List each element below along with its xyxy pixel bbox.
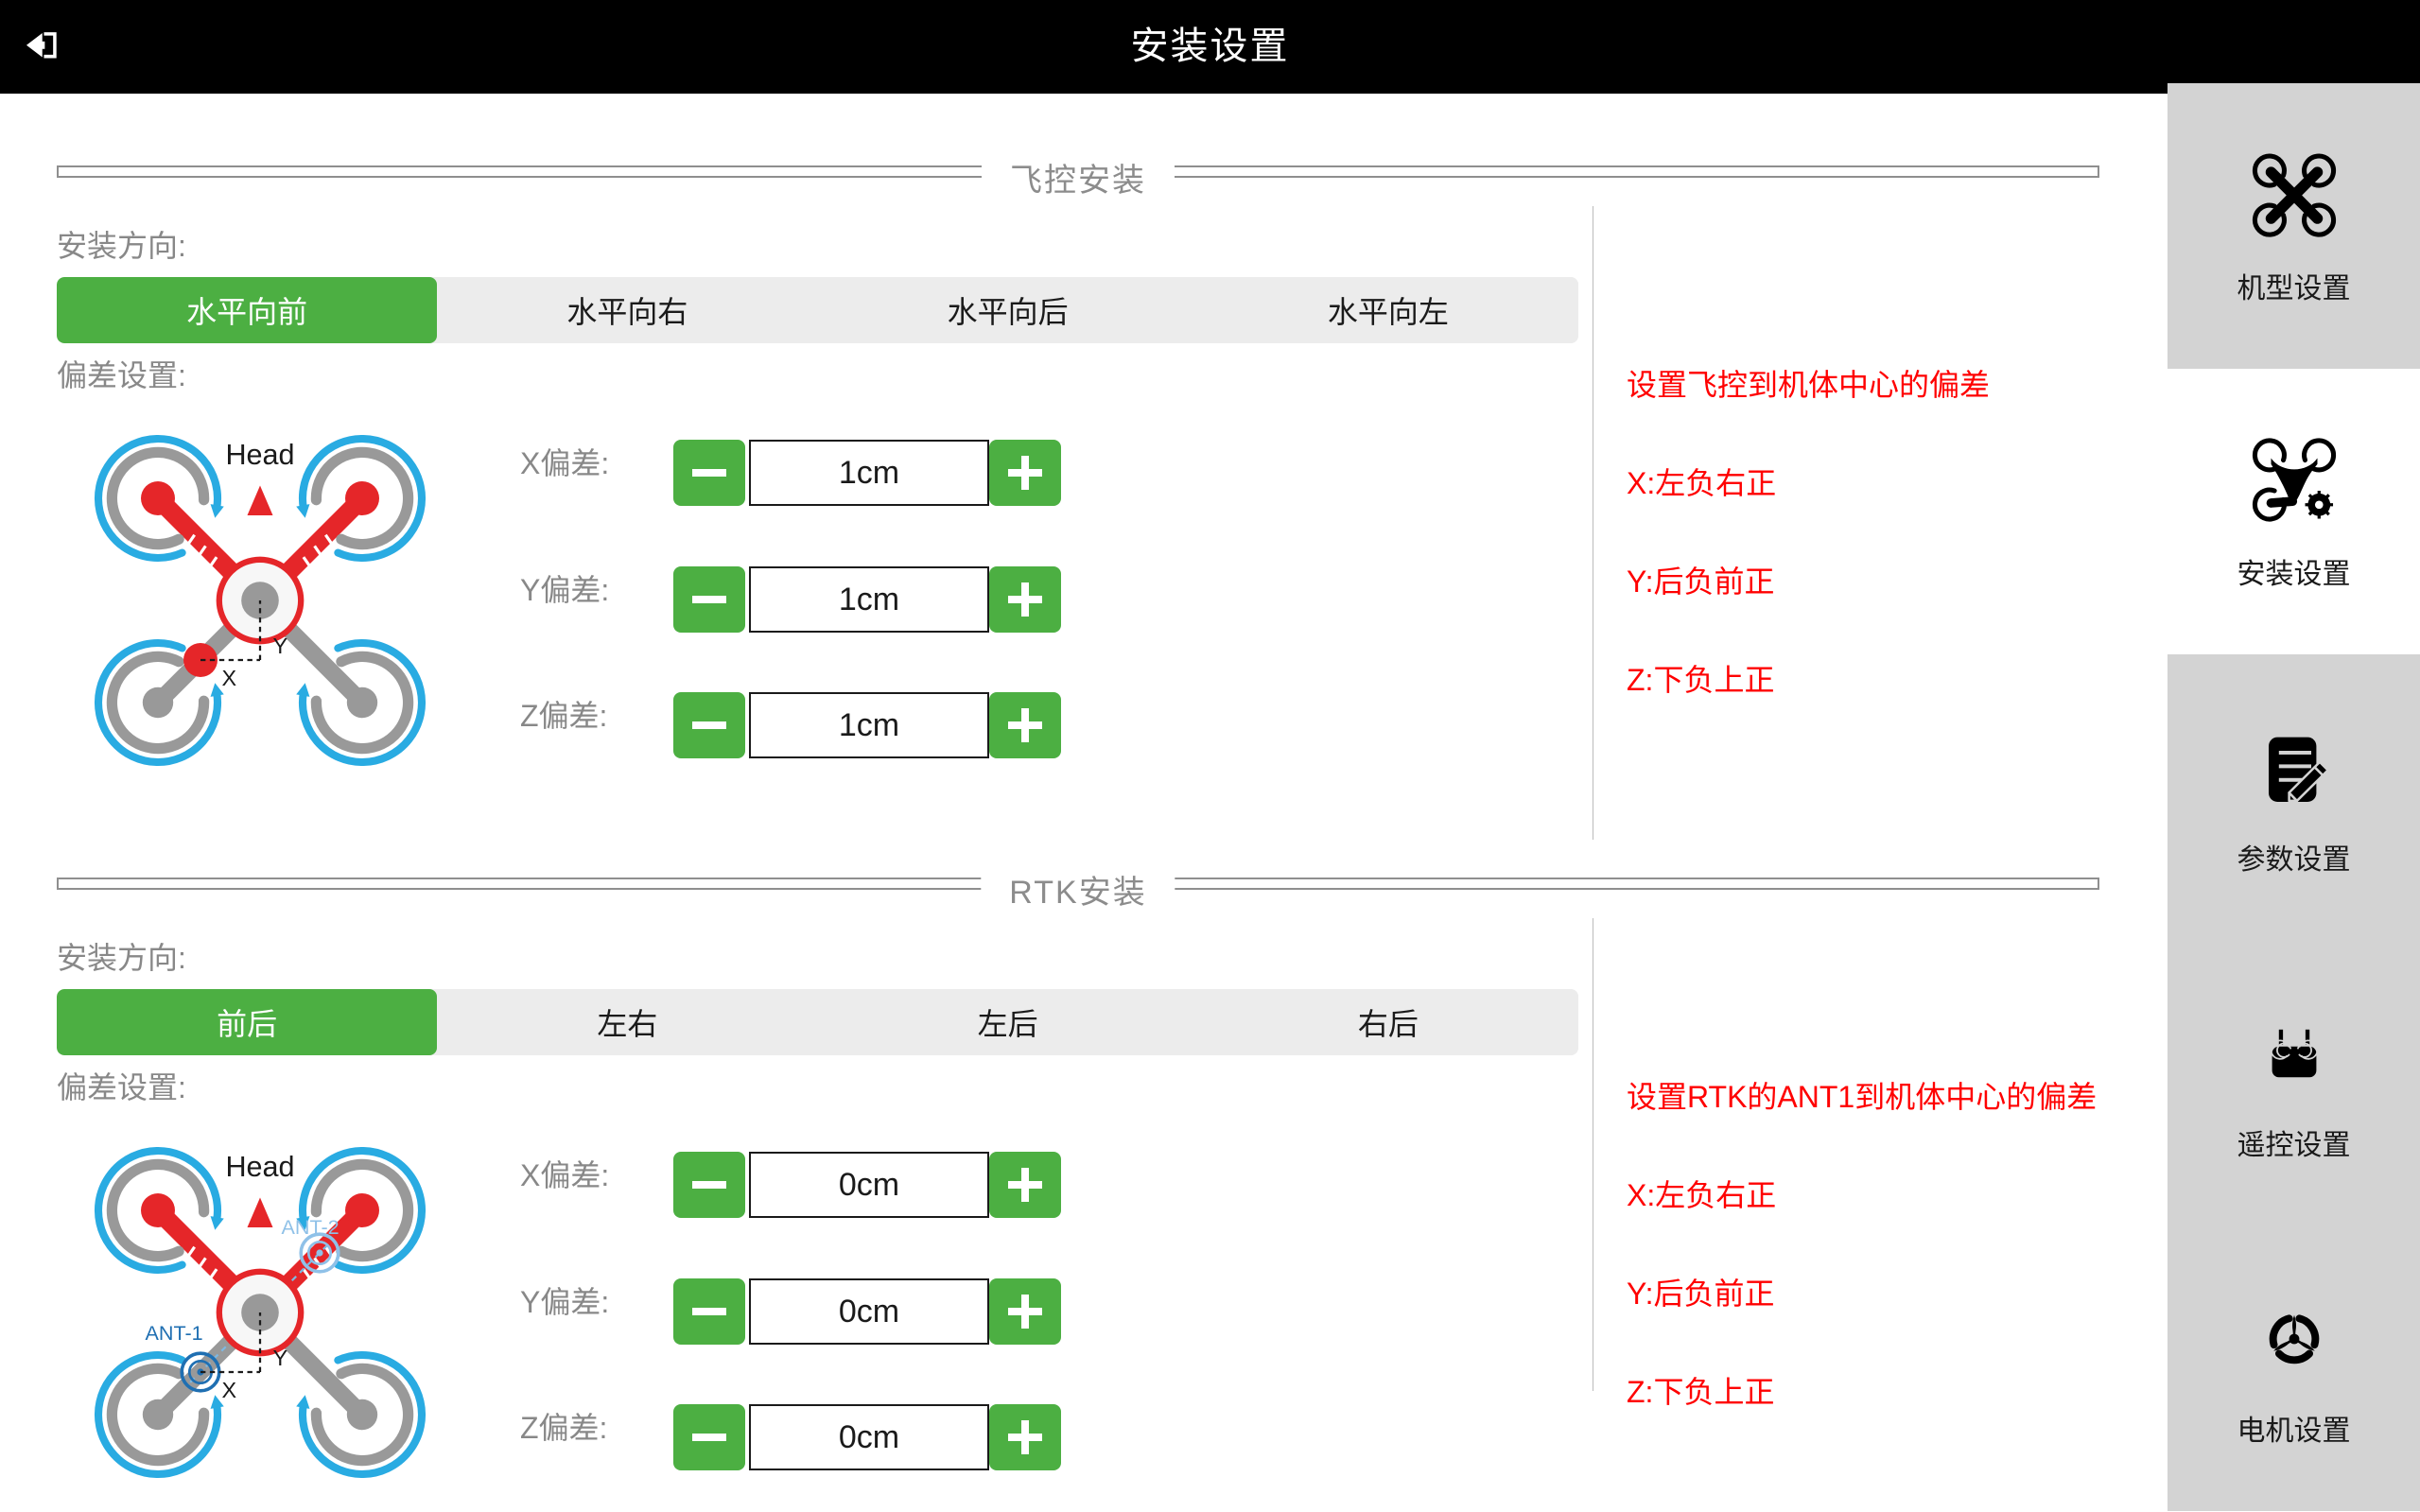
svg-text:ANT-2: ANT-2 <box>282 1215 339 1239</box>
svg-text:Head: Head <box>225 1151 294 1183</box>
svg-text:ANT-1: ANT-1 <box>146 1321 203 1345</box>
svg-text:X: X <box>222 1378 237 1402</box>
svg-text:Y: Y <box>273 1346 288 1370</box>
svg-text:Y: Y <box>273 634 288 658</box>
svg-text:X: X <box>222 666 237 690</box>
svg-text:Head: Head <box>225 439 294 471</box>
